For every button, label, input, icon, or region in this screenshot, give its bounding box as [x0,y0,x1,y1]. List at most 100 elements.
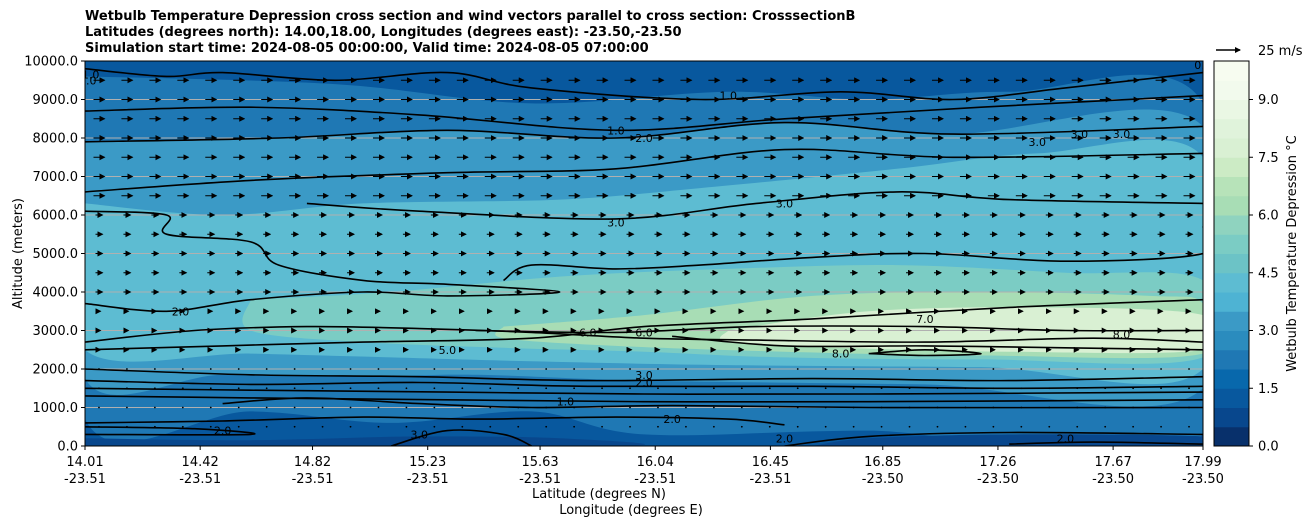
x-tick-lat-label: 17.99 [1184,455,1221,470]
contour-line-11 [868,348,982,357]
x-tick-lon-label: -23.51 [407,472,449,487]
x-tick-lon-label: -23.51 [179,472,221,487]
wind-vector [433,387,436,390]
x-tick-lon-label: -23.50 [1182,472,1224,487]
contour-label: 0.0 [1194,59,1212,72]
contour-label: 6.0 [635,326,653,339]
colorbar-band [1214,157,1249,177]
wind-vector [461,406,464,409]
colorbar-band [1214,426,1249,447]
x-tick-lat-label: 15.23 [409,455,446,470]
wind-vector [629,368,631,370]
wind-vector [824,425,827,428]
wind-vector [992,368,995,370]
wind-vector [657,387,659,390]
colorbar-band [1214,292,1249,312]
wind-vector [908,368,911,370]
wind-vector [712,368,715,370]
x-tick-lat-label: 14.01 [66,455,103,470]
wind-vector [349,425,352,428]
wind-vector [712,387,715,390]
contour-line-7 [85,325,1203,343]
wind-vector [405,368,408,370]
contour-label: 8.0 [1113,328,1131,341]
contour-label: 5.0 [439,344,457,357]
wind-vector [740,406,743,409]
title-line-2: Latitudes (degrees north): 14.00,18.00, … [85,25,682,40]
wind-vector [1188,387,1190,390]
colorbar-label: Wetbulb Temperature Depression °C [1285,135,1300,372]
quiver-key: 25 m/s [1216,44,1303,59]
colorbar-band [1214,349,1249,370]
fill-region-7 [85,436,646,446]
x-tick-lat-label: 14.82 [294,455,331,470]
wind-vector [321,406,324,409]
wind-vector [824,387,827,390]
wind-vector [1020,368,1023,370]
contour-line-9 [475,325,1203,334]
wind-vector [852,368,855,370]
colorbar-band [1214,272,1249,293]
wind-vector [265,368,268,370]
wind-vector [377,368,380,370]
colorbar-tick-label: 9.0 [1258,93,1279,108]
contour-line-16 [222,397,1203,409]
title-line-3: Simulation start time: 2024-08-05 00:00:… [85,41,649,56]
wind-vector [209,406,212,409]
contour-line-3 [85,148,1203,193]
wind-vector [265,387,268,390]
contour-label: 3.0 [1113,128,1131,141]
wind-vector [489,368,492,370]
y-tick-label: 8000.0 [33,132,79,147]
wind-vector [1104,368,1107,370]
colorbar-band [1214,215,1249,235]
x-tick-lat-label: 17.26 [979,455,1016,470]
wind-vector [601,368,603,370]
x-tick-lon-label: -23.51 [292,472,334,487]
wind-vector [629,425,631,428]
wind-vector [126,406,128,409]
colorbar-band [1214,369,1249,389]
colorbar: 0.0 1.5 3.0 4.5 6.0 7.5 9.0 Wetbulb Temperature… [1213,60,1300,455]
x-tick-lat-label: 15.63 [521,455,558,470]
wind-vector [685,406,687,409]
wind-vector [852,425,855,428]
x-tick-lon-label: -23.51 [749,472,791,487]
contour-line-14 [85,387,1203,396]
wind-vector [1020,425,1023,428]
contour-line-2 [85,121,1203,143]
wind-vector [461,425,464,428]
wind-vector [377,425,380,428]
wind-vector [545,368,548,370]
filled-contours [85,61,1203,446]
wind-vector [629,406,631,409]
contour-line-12 [85,368,1203,382]
contour-line-8 [85,298,1203,351]
colorbar-band [1214,195,1249,216]
wind-vector [461,368,464,370]
contour-line-5 [85,210,561,313]
wind-vector [1132,425,1135,428]
contour-label: 2.0 [214,425,232,438]
wind-vector [685,425,687,428]
wind-vector [1104,425,1107,428]
y-tick-label: 6000.0 [33,209,79,224]
wind-vector [489,425,492,428]
wind-vector [601,387,603,390]
wind-vector [768,425,771,428]
wind-vector [209,368,212,370]
wind-vector [1076,368,1079,370]
wind-vector [712,406,715,409]
wind-vector [657,368,659,370]
quiver-key-label: 25 m/s [1258,44,1303,59]
x-tick-lon-label: -23.51 [519,472,561,487]
colorbar-tick-label: 4.5 [1258,266,1279,281]
wind-vector [181,425,184,428]
wind-vector [349,406,352,409]
colorbar-band [1214,61,1249,81]
wind-vector [293,406,296,409]
x-tick-lon-label: -23.50 [1092,472,1134,487]
wind-vector [796,387,799,390]
contour-label: 2.0 [776,432,794,445]
